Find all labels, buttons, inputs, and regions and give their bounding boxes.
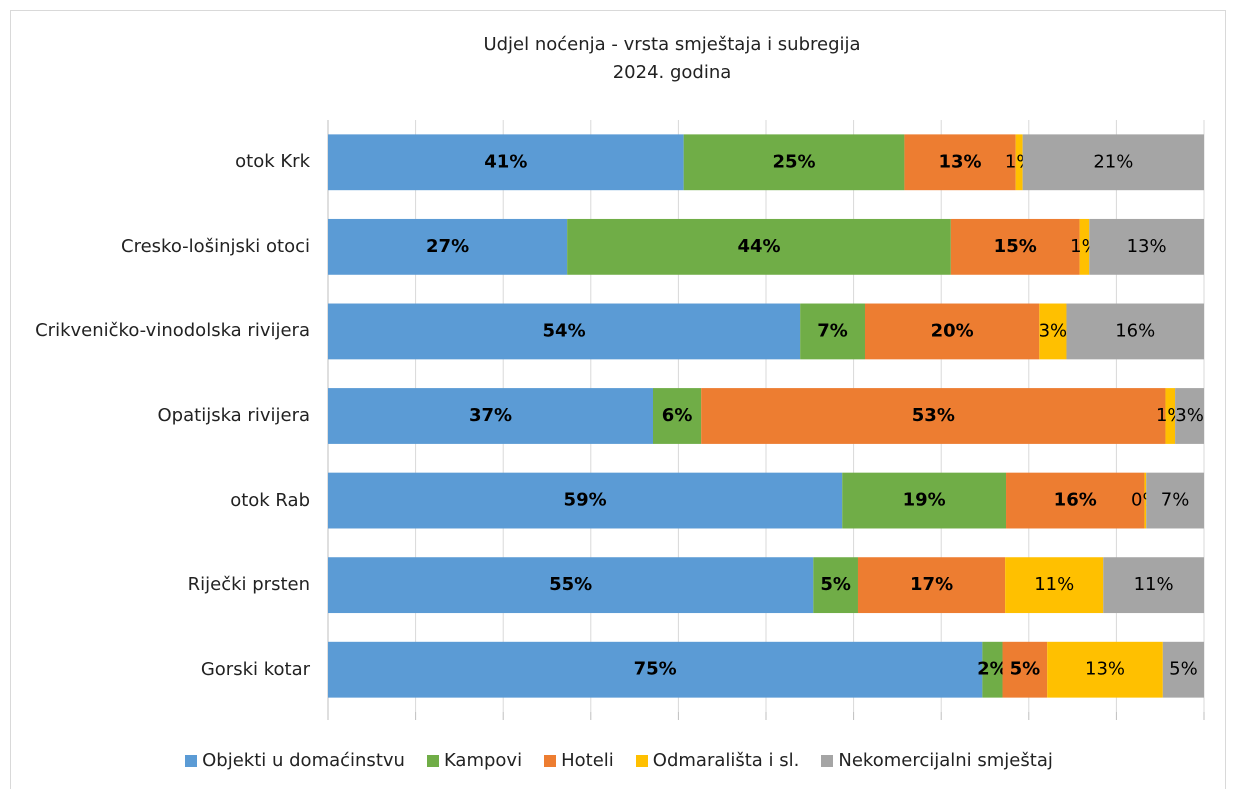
data-label: 13% <box>1085 659 1125 680</box>
legend-label: Nekomercijalni smještaj <box>838 750 1053 771</box>
legend-label: Objekti u domaćinstvu <box>202 750 405 771</box>
data-label: 54% <box>543 320 586 341</box>
bar-segment <box>328 303 801 360</box>
data-label: 41% <box>484 151 527 172</box>
legend-item: Hoteli <box>544 750 614 771</box>
bar-segment <box>652 388 702 444</box>
data-label: 6% <box>662 405 693 426</box>
bar-segment <box>328 557 814 614</box>
bar-segment <box>950 218 1080 275</box>
data-label: 3% <box>1039 320 1068 341</box>
y-tick-label: Crikveničko-vinodolska rivijera <box>35 320 310 342</box>
legend-label: Kampovi <box>443 750 523 771</box>
data-label: 75% <box>634 659 677 680</box>
y-tick-label: Cresko-lošinjski otoci <box>121 235 310 257</box>
data-label: 13% <box>1127 236 1167 257</box>
y-tick-label: otok Rab <box>230 489 310 511</box>
legend-swatch <box>821 754 834 767</box>
bar-segment <box>1103 557 1204 614</box>
legend-item: Nekomercijalni smještaj <box>821 750 1053 771</box>
data-label: 59% <box>564 490 607 511</box>
chart-subtitle: 2024. godina <box>613 62 732 83</box>
data-label: 37% <box>469 405 512 426</box>
legend-item: Kampovi <box>426 750 523 771</box>
bar-segment <box>328 218 568 275</box>
data-label: 5% <box>820 574 851 595</box>
bar-segment <box>813 557 858 614</box>
bar-segment <box>1047 641 1163 698</box>
bar-segment <box>701 388 1166 444</box>
chart-frame <box>10 10 1226 789</box>
bar-segment <box>328 641 983 698</box>
legend-swatch <box>544 754 557 767</box>
bar-segment <box>328 472 843 529</box>
bar-segment <box>1006 472 1145 529</box>
data-label: 7% <box>1161 490 1190 511</box>
bar-segment <box>1005 557 1104 614</box>
data-label: 20% <box>931 320 974 341</box>
data-label: 53% <box>912 405 955 426</box>
y-tick-label: otok Krk <box>235 151 310 173</box>
legend-swatch <box>635 754 648 767</box>
data-label: 11% <box>1034 574 1074 595</box>
bar-segment <box>857 557 1006 614</box>
bar-segment <box>1039 303 1067 360</box>
data-label: 55% <box>549 574 592 595</box>
bar-segment <box>842 472 1007 529</box>
y-tick-label: Opatijska rivijera <box>157 405 310 426</box>
y-tick-label: Gorski kotar <box>200 658 310 680</box>
bar-segment <box>1144 472 1147 529</box>
bar-segment <box>864 303 1040 360</box>
data-label: 27% <box>426 236 469 257</box>
bar-segment <box>1165 388 1176 444</box>
bar-segment <box>567 218 951 275</box>
legend-item: Odmarališta i sl. <box>635 750 800 771</box>
bar-segment <box>1079 218 1090 275</box>
chart-title: Udjel noćenja - vrsta smještaja i subreg… <box>483 34 860 55</box>
data-label: 7% <box>817 320 848 341</box>
bar-segment <box>800 303 865 360</box>
data-label: 5% <box>1169 659 1198 680</box>
bar-segment <box>1162 641 1204 698</box>
bar-segment <box>1089 218 1204 275</box>
bar-segment <box>683 134 905 191</box>
data-label: 11% <box>1134 574 1174 595</box>
data-label: 16% <box>1054 490 1097 511</box>
legend: Objekti u domaćinstvu Kampovi Hoteli Odmara… <box>0 750 1238 771</box>
y-tick-label: Riječki prsten <box>187 574 310 596</box>
data-label: 17% <box>910 574 953 595</box>
data-label: 44% <box>737 236 780 257</box>
data-label: 16% <box>1115 320 1155 341</box>
bar-segment <box>904 134 1016 191</box>
legend-swatch <box>185 754 198 767</box>
bar-segment <box>1066 303 1204 360</box>
bar-segment <box>1022 134 1204 191</box>
bar-segment <box>1175 388 1204 444</box>
legend-label: Hoteli <box>561 750 614 771</box>
legend-label: Odmarališta i sl. <box>652 750 800 771</box>
bar-segment <box>1002 641 1048 698</box>
bar-segment <box>328 388 653 444</box>
data-label: 15% <box>994 236 1037 257</box>
data-label: 19% <box>903 490 946 511</box>
bar-segment <box>1015 134 1023 191</box>
legend-item: Objekti u domaćinstvu <box>185 750 405 771</box>
bar-segment <box>1146 472 1204 529</box>
data-label: 21% <box>1093 151 1133 172</box>
data-label: 2% <box>977 659 1008 680</box>
bar-segment <box>328 134 684 191</box>
data-label: 13% <box>938 151 981 172</box>
legend-swatch <box>426 754 439 767</box>
data-label: 5% <box>1010 659 1041 680</box>
bar-segment <box>982 641 1003 698</box>
data-label: 25% <box>772 151 815 172</box>
data-label: 3% <box>1175 405 1204 426</box>
